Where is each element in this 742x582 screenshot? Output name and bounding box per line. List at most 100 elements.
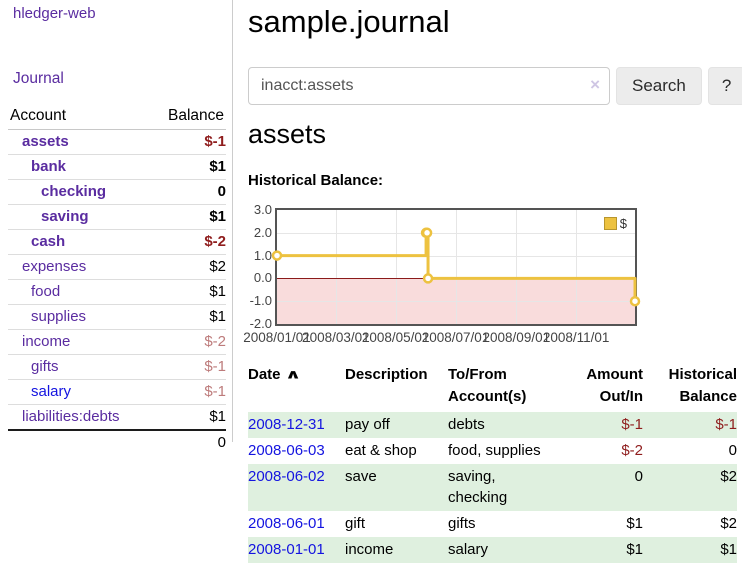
transaction-accounts: saving, checking [448, 468, 508, 506]
register-row: 2008-12-31 pay off debts $-1 $-1 [248, 412, 737, 438]
transaction-accounts: gifts [448, 515, 476, 532]
register-header-date[interactable]: Date ∧ [248, 362, 345, 412]
main-content: sample.journal × Search ? assets Histori… [233, 0, 742, 582]
account-link-expenses[interactable]: expenses [22, 258, 87, 275]
help-button[interactable]: ? [707, 67, 742, 105]
register-header-description: Description [345, 362, 448, 412]
account-row: checking 0 [8, 179, 226, 205]
register-header-label: Historical Balance [668, 366, 737, 405]
register-header: Date ∧ Description To/From Account(s) Amount… [248, 362, 737, 412]
account-link-saving[interactable]: saving [41, 208, 89, 225]
account-link-assets[interactable]: assets [22, 133, 69, 150]
transaction-date-link[interactable]: 2008-06-02 [248, 468, 325, 485]
register-row: 2008-06-03 eat & shop food, supplies $-2 0 [248, 438, 737, 464]
transaction-accounts: salary [448, 541, 489, 558]
y-tick-label: 3.0 [253, 202, 272, 217]
account-balance: $-1 [149, 129, 226, 155]
x-tick-label: 2008/11/01 [542, 330, 610, 345]
transaction-date: 2008-01-01 [248, 537, 345, 563]
accounts-table-body: assets $-1 bank $1 checking 0 saving $1 cash $-2 e… [8, 129, 226, 430]
y-tick-label: -1.0 [249, 293, 272, 309]
account-link-salary[interactable]: salary [31, 383, 72, 400]
data-point [271, 250, 283, 261]
search-input-wrap: × [248, 67, 610, 105]
sort-asc-icon: ∧ [284, 367, 301, 382]
x-tick-label: 2008/05/01 [361, 330, 430, 345]
sidebar-item-journal[interactable]: Journal [13, 70, 64, 87]
transaction-description: eat & shop [345, 442, 417, 459]
accounts-header-account: Account [8, 105, 150, 130]
account-heading: assets [248, 119, 327, 149]
account-link-cash[interactable]: cash [31, 233, 66, 250]
account-balance: 0 [149, 179, 226, 205]
search-input[interactable] [248, 67, 610, 105]
account-row: supplies $1 [8, 304, 226, 330]
transaction-balance: $-1 [715, 416, 737, 433]
account-balance: $2 [149, 254, 226, 280]
gridline [576, 210, 578, 324]
account-balance: $1 [149, 279, 226, 305]
transaction-date-link[interactable]: 2008-06-03 [248, 442, 325, 459]
account-link-supplies[interactable]: supplies [31, 308, 87, 325]
y-tick-label: 2.0 [253, 224, 272, 240]
account-link-liabilities-debts[interactable]: liabilities:debts [22, 408, 120, 425]
account-row: assets $-1 [8, 129, 226, 155]
search-form: × Search ? [248, 67, 742, 105]
account-link-food[interactable]: food [31, 283, 61, 300]
y-tick-label: -2.0 [249, 316, 272, 331]
chart-legend: $ [603, 216, 627, 231]
account-balance: $-1 [149, 354, 226, 380]
account-name-cell: gifts [8, 354, 150, 380]
transaction-description: pay off [345, 416, 390, 433]
account-balance: $-2 [149, 229, 226, 255]
account-balance: $1 [149, 154, 226, 180]
brand-link[interactable]: hledger-web [13, 5, 96, 22]
transaction-description: income [345, 541, 394, 558]
x-tick-label: 2008/09/01 [482, 330, 551, 345]
transaction-date: 2008-12-31 [248, 412, 345, 438]
transaction-date-link[interactable]: 2008-12-31 [248, 416, 325, 433]
account-name-cell: supplies [8, 304, 150, 330]
account-row: gifts $-1 [8, 354, 226, 380]
account-name-cell: saving [8, 204, 150, 230]
transaction-description: gift [345, 515, 366, 532]
sidebar: hledger-web Journal Account Balance asse… [0, 0, 233, 455]
data-point [421, 227, 433, 239]
account-link-checking[interactable]: checking [41, 183, 107, 200]
data-point [422, 273, 434, 284]
transaction-date-link[interactable]: 2008-01-01 [248, 541, 325, 558]
clear-search-icon[interactable]: × [590, 75, 600, 94]
register-header-row: Date ∧ Description To/From Account(s) Amount… [248, 362, 737, 412]
gridline [516, 210, 518, 324]
account-row: cash $-2 [8, 229, 226, 255]
search-button[interactable]: Search [616, 67, 702, 105]
transaction-balance: $2 [720, 468, 737, 485]
account-row: income $-2 [8, 329, 226, 355]
transaction-description: save [345, 468, 377, 485]
transaction-date-link[interactable]: 2008-06-01 [248, 515, 325, 532]
register-header-label: Amount Out/In [586, 366, 643, 405]
register-header-balance: Historical Balance [643, 362, 737, 412]
legend-swatch-icon [603, 217, 617, 230]
register-header-accounts: To/From Account(s) [448, 362, 563, 412]
gridline [335, 210, 337, 324]
account-name-cell: liabilities:debts [8, 404, 150, 430]
account-link-income[interactable]: income [22, 333, 71, 350]
account-balance: $-1 [149, 379, 226, 405]
transaction-date: 2008-06-03 [248, 438, 345, 464]
series-line [277, 231, 637, 302]
account-name-cell: assets [8, 129, 150, 155]
chart-plot: $ [271, 208, 641, 326]
accounts-total-balance: 0 [149, 429, 226, 455]
register-row: 2008-06-01 gift gifts $1 $2 [248, 511, 737, 537]
legend-label: $ [619, 216, 627, 231]
account-name-cell: bank [8, 154, 150, 180]
transaction-amount: 0 [634, 468, 643, 485]
account-link-gifts[interactable]: gifts [31, 358, 59, 375]
transaction-amount: $-1 [621, 416, 643, 433]
transaction-balance: $1 [720, 541, 737, 558]
account-row: salary $-1 [8, 379, 226, 405]
account-name-cell: checking [8, 179, 150, 205]
account-link-bank[interactable]: bank [31, 158, 67, 175]
accounts-header-row: Account Balance [8, 105, 226, 130]
